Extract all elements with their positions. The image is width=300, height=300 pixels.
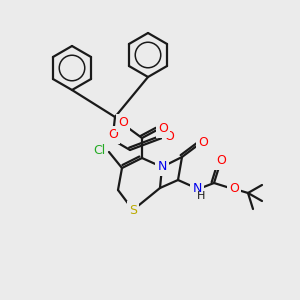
Text: O: O [198,136,208,149]
Text: N: N [157,160,167,173]
Text: S: S [129,203,137,217]
Text: O: O [164,130,174,142]
Text: Cl: Cl [93,143,105,157]
Text: H: H [197,191,205,201]
Text: O: O [108,128,118,142]
Text: O: O [229,182,239,196]
Text: O: O [158,122,168,136]
Text: N: N [192,182,202,196]
Text: O: O [216,154,226,167]
Text: O: O [118,116,128,130]
